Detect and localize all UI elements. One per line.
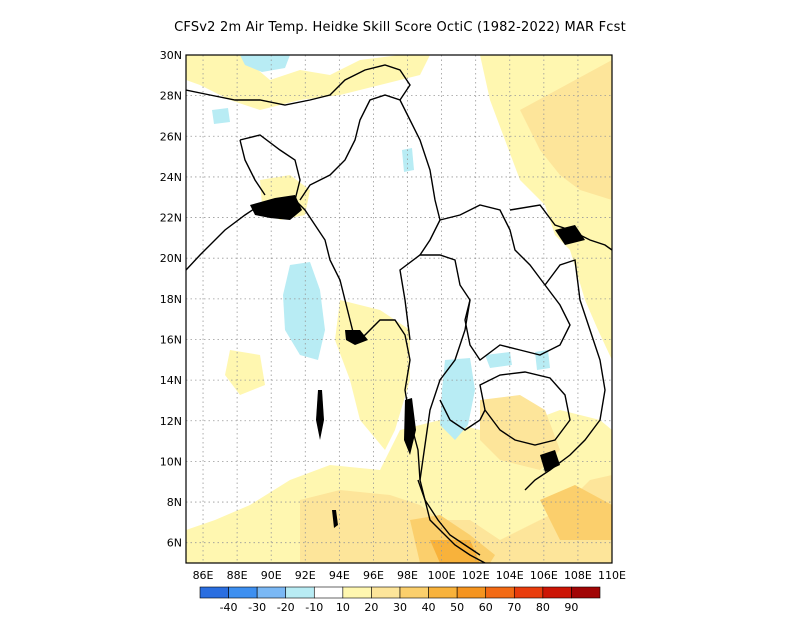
chart-title: CFSv2 2m Air Temp. Heidke Skill Score Oc… <box>174 20 626 35</box>
latitude-tick-label: 10N <box>160 455 182 468</box>
delta-and-islands <box>250 195 585 528</box>
border-cambodia <box>479 371 571 446</box>
ganges-delta <box>250 195 302 220</box>
longitude-tick-label: 106E <box>530 569 558 582</box>
colorbar-labels: -40 -30 -20 -10 10 20 30 40 50 60 70 80 90 <box>220 601 579 614</box>
andaman-islands <box>316 390 324 440</box>
border-northeast-india <box>186 64 411 106</box>
coastline-malay <box>417 479 481 556</box>
nicobar-islands <box>332 510 338 528</box>
field-shading <box>186 55 612 563</box>
gridlines <box>186 55 612 563</box>
colorbar-label: 80 <box>536 601 550 614</box>
longitude-tick-label: 88E <box>227 569 248 582</box>
latitude-tick-label: 16N <box>160 333 182 346</box>
irrawaddy-delta <box>345 330 368 345</box>
longitude-tick-label: 98E <box>397 569 418 582</box>
colorbar-swatch <box>399 586 429 599</box>
skill-area-east-mid <box>520 60 612 200</box>
colorbar-swatch <box>513 586 544 599</box>
colorbar-label: -40 <box>220 601 238 614</box>
colorbar-label: 30 <box>393 601 407 614</box>
colorbar-label: 90 <box>564 601 578 614</box>
colorbar-label: 40 <box>422 601 436 614</box>
border-myanmar-north <box>299 94 441 256</box>
colorbar-label: -20 <box>277 601 295 614</box>
colorbar-swatch <box>285 586 315 599</box>
latitude-tick-label: 20N <box>160 252 182 265</box>
colorbar-swatch <box>256 586 287 599</box>
latitude-tick-label: 24N <box>160 171 182 184</box>
colorbar-label: -30 <box>248 601 266 614</box>
skill-area-north-blue <box>240 55 290 72</box>
colorbar-legend <box>199 586 601 599</box>
border-bangladesh <box>239 134 301 201</box>
colorbar-swatch <box>228 586 258 599</box>
colorbar-label: 70 <box>507 601 521 614</box>
colorbar-label: -10 <box>305 601 323 614</box>
colorbar-label: 10 <box>336 601 350 614</box>
colorbar-swatch <box>428 586 458 599</box>
latitude-tick-label: 26N <box>160 130 182 143</box>
colorbar-label: 60 <box>479 601 493 614</box>
longitude-tick-label: 108E <box>564 569 592 582</box>
latitude-tick-label: 28N <box>160 90 182 103</box>
latitude-tick-label: 6N <box>167 537 182 550</box>
colorbar-label: 20 <box>364 601 378 614</box>
latitude-labels: 6N 8N 10N 12N 14N 16N 18N 20N 22N 24N 26N 28N 30N <box>160 49 182 550</box>
latitude-tick-label: 18N <box>160 293 182 306</box>
skill-area-east-coast <box>480 395 560 470</box>
latitude-tick-label: 14N <box>160 374 182 387</box>
colorbar-swatch <box>371 586 401 599</box>
skill-area-isan-blue <box>485 352 512 368</box>
skill-area-south-30 <box>300 475 612 563</box>
colorbar-swatch <box>313 586 344 599</box>
longitude-tick-label: 94E <box>329 569 350 582</box>
longitude-tick-label: 110E <box>598 569 626 582</box>
border-laos <box>439 204 571 362</box>
skill-area-bengal-blue <box>283 262 325 360</box>
map-frame <box>185 54 613 564</box>
colorbar-swatch <box>542 586 572 599</box>
latitude-tick-label: 30N <box>160 49 182 62</box>
colorbar-swatch <box>571 586 601 599</box>
skill-area-china-blue <box>402 148 414 172</box>
latitude-tick-label: 8N <box>167 496 182 509</box>
longitude-tick-label: 92E <box>295 569 316 582</box>
skill-area-thai-blue <box>440 358 475 440</box>
longitude-tick-label: 86E <box>193 569 214 582</box>
longitude-tick-label: 90E <box>261 569 282 582</box>
colorbar-swatch <box>199 586 229 599</box>
skill-area-ne-blue <box>212 108 230 124</box>
longitude-tick-label: 102E <box>462 569 490 582</box>
mekong-delta <box>540 450 560 472</box>
longitude-tick-label: 104E <box>496 569 524 582</box>
skill-area-southeast-40 <box>540 485 612 540</box>
colorbar-swatch <box>342 586 372 599</box>
latitude-tick-label: 22N <box>160 212 182 225</box>
mergui-archipelago <box>404 398 416 455</box>
skill-area-bengal-small <box>225 350 265 395</box>
border-myanmar-thailand <box>399 254 471 481</box>
colorbar-swatch <box>485 586 515 599</box>
hainan-coast <box>555 225 585 245</box>
skill-area-deep-40 <box>430 540 480 563</box>
colorbar-swatch <box>456 586 487 599</box>
longitude-tick-label: 100E <box>428 569 456 582</box>
longitude-labels: 86E 88E 90E 92E 94E 96E 98E 100E 102E 104E 106E 108… <box>193 569 626 582</box>
coastline-gulf <box>439 399 486 431</box>
colorbar-label: 50 <box>450 601 464 614</box>
latitude-tick-label: 12N <box>160 415 182 428</box>
longitude-tick-label: 96E <box>363 569 384 582</box>
